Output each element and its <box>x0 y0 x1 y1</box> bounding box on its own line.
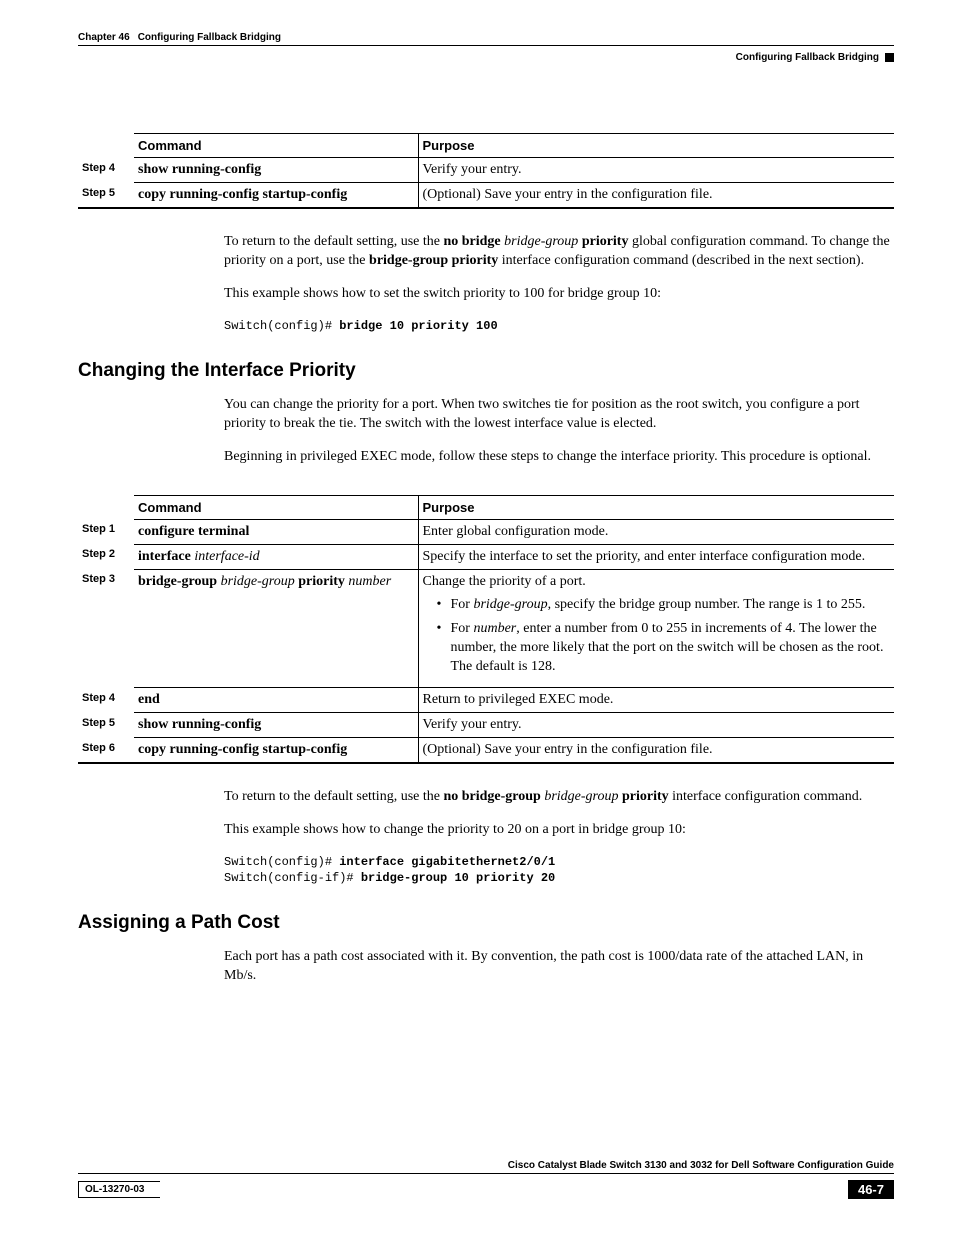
body-paragraph: This example shows how to set the switch… <box>224 285 894 304</box>
purpose-cell: (Optional) Save your entry in the config… <box>418 738 894 764</box>
purpose-cell: Verify your entry. <box>418 713 894 738</box>
table-row: Step 1 configure terminal Enter global c… <box>78 519 894 544</box>
section-heading: Changing the Interface Priority <box>78 360 894 382</box>
step-label: Step 4 <box>78 158 134 183</box>
step-label: Step 4 <box>78 688 134 713</box>
list-item: For bridge-group, specify the bridge gro… <box>437 596 891 615</box>
command-cell: configure terminal <box>134 519 418 544</box>
list-item: For number, enter a number from 0 to 255… <box>437 620 891 677</box>
step-label: Step 3 <box>78 569 134 688</box>
code-block: Switch(config)# bridge 10 priority 100 <box>224 318 894 334</box>
table-header-blank <box>78 495 134 519</box>
step-label: Step 2 <box>78 544 134 569</box>
body-paragraph: Beginning in privileged EXEC mode, follo… <box>224 448 894 467</box>
step-label: Step 1 <box>78 519 134 544</box>
table-header-command: Command <box>134 134 418 158</box>
table-header-command: Command <box>134 495 418 519</box>
chapter-label: Chapter 46 <box>78 32 130 43</box>
table-header-purpose: Purpose <box>418 134 894 158</box>
command-table-2: Command Purpose Step 1 configure termina… <box>78 495 894 765</box>
purpose-cell: Return to privileged EXEC mode. <box>418 688 894 713</box>
table-header-purpose: Purpose <box>418 495 894 519</box>
body-paragraph: To return to the default setting, use th… <box>224 788 894 807</box>
table-row: Step 3 bridge-group bridge-group priorit… <box>78 569 894 688</box>
section-heading: Assigning a Path Cost <box>78 912 894 934</box>
purpose-cell: Change the priority of a port. For bridg… <box>418 569 894 688</box>
table-row: Step 5 show running-config Verify your e… <box>78 713 894 738</box>
table-row: Step 5 copy running-config startup-confi… <box>78 183 894 209</box>
page-header: Chapter 46 Configuring Fallback Bridging <box>78 32 894 46</box>
footer-rule <box>78 1173 894 1174</box>
command-cell: bridge-group bridge-group priority numbe… <box>134 569 418 688</box>
table-row: Step 2 interface interface-id Specify th… <box>78 544 894 569</box>
section-marker-icon <box>885 53 894 62</box>
bullet-list: For bridge-group, specify the bridge gro… <box>423 596 891 678</box>
command-cell: end <box>134 688 418 713</box>
command-cell: show running-config <box>134 713 418 738</box>
command-cell: interface interface-id <box>134 544 418 569</box>
purpose-cell: Verify your entry. <box>418 158 894 183</box>
command-cell: copy running-config startup-config <box>134 183 418 209</box>
purpose-cell: Enter global configuration mode. <box>418 519 894 544</box>
subheader-text: Configuring Fallback Bridging <box>736 52 879 63</box>
table-row: Step 4 end Return to privileged EXEC mod… <box>78 688 894 713</box>
purpose-cell: (Optional) Save your entry in the config… <box>418 183 894 209</box>
step-label: Step 6 <box>78 738 134 764</box>
chapter-title: Configuring Fallback Bridging <box>138 32 281 43</box>
table-header-blank <box>78 134 134 158</box>
step-label: Step 5 <box>78 713 134 738</box>
command-cell: show running-config <box>134 158 418 183</box>
command-table-1: Command Purpose Step 4 show running-conf… <box>78 133 894 209</box>
body-paragraph: You can change the priority for a port. … <box>224 396 894 434</box>
body-paragraph: To return to the default setting, use th… <box>224 233 894 271</box>
code-block: Switch(config)# interface gigabitetherne… <box>224 854 894 886</box>
table-row: Step 6 copy running-config startup-confi… <box>78 738 894 764</box>
footer-guide-title: Cisco Catalyst Blade Switch 3130 and 303… <box>78 1160 894 1173</box>
command-cell: copy running-config startup-config <box>134 738 418 764</box>
body-paragraph: This example shows how to change the pri… <box>224 821 894 840</box>
footer-page-number: 46-7 <box>848 1180 894 1199</box>
page-subheader: Configuring Fallback Bridging <box>78 52 894 63</box>
table-row: Step 4 show running-config Verify your e… <box>78 158 894 183</box>
purpose-cell: Specify the interface to set the priorit… <box>418 544 894 569</box>
page-content: Command Purpose Step 4 show running-conf… <box>78 133 894 986</box>
step-label: Step 5 <box>78 183 134 209</box>
body-paragraph: Each port has a path cost associated wit… <box>224 948 894 986</box>
footer-row: OL-13270-03 46-7 <box>78 1180 894 1199</box>
footer-doc-id: OL-13270-03 <box>78 1181 160 1198</box>
page-footer: Cisco Catalyst Blade Switch 3130 and 303… <box>78 1160 894 1199</box>
